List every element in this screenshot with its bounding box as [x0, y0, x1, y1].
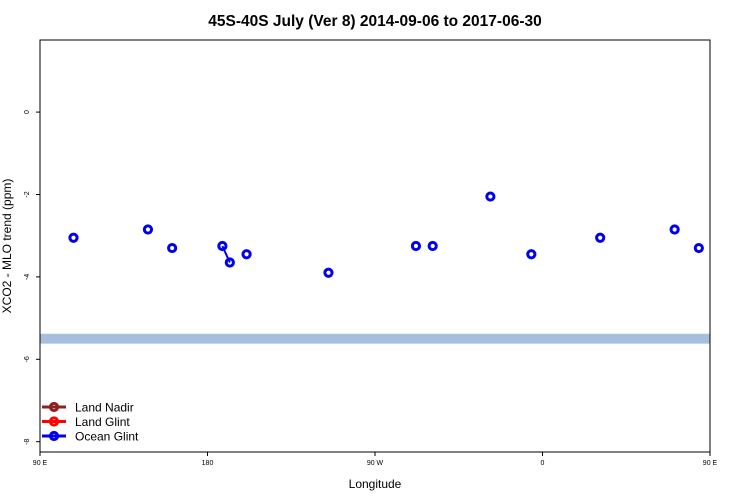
data-point [68, 232, 79, 243]
data-point [323, 267, 334, 278]
data-point [427, 240, 438, 252]
data-point [241, 249, 252, 260]
y-axis-label: XCO2 - MLO trend (ppm) [0, 179, 14, 314]
map-strip-ocean [40, 333, 710, 344]
data-point [485, 191, 496, 202]
x-tick-label: 0 [541, 460, 545, 467]
x-tick-label: 90 W [367, 460, 384, 467]
legend-swatch-marker [48, 401, 60, 413]
chart-title: 45S-40S July (Ver 8) 2014-09-06 to 2017-… [208, 13, 541, 30]
x-axis-label: Longitude [349, 477, 402, 491]
data-point [224, 257, 235, 268]
y-tick-label: -2 [24, 191, 31, 197]
x-tick-label: 90 E [33, 460, 48, 467]
y-tick-label: -6 [24, 356, 31, 362]
legend-swatch-marker [48, 416, 60, 427]
y-tick-label: 0 [24, 110, 31, 114]
legend-label: Land Nadir [75, 401, 134, 415]
data-point [595, 232, 606, 243]
y-tick-label: -8 [24, 438, 31, 444]
y-tick-label: -4 [24, 274, 31, 280]
data-point [410, 240, 422, 252]
plot-frame [39, 39, 711, 453]
legend-label: Land Glint [75, 415, 130, 429]
data-point [669, 224, 680, 235]
data-point [142, 224, 154, 235]
data-point [167, 242, 178, 254]
data-point [217, 240, 228, 252]
data-point [526, 249, 537, 260]
legend-label: Ocean Glint [75, 430, 139, 444]
data-point [693, 242, 704, 254]
x-tick-label: 180 [202, 460, 214, 467]
x-tick-label: 90 E [703, 460, 718, 467]
legend-swatch-marker [48, 430, 60, 442]
